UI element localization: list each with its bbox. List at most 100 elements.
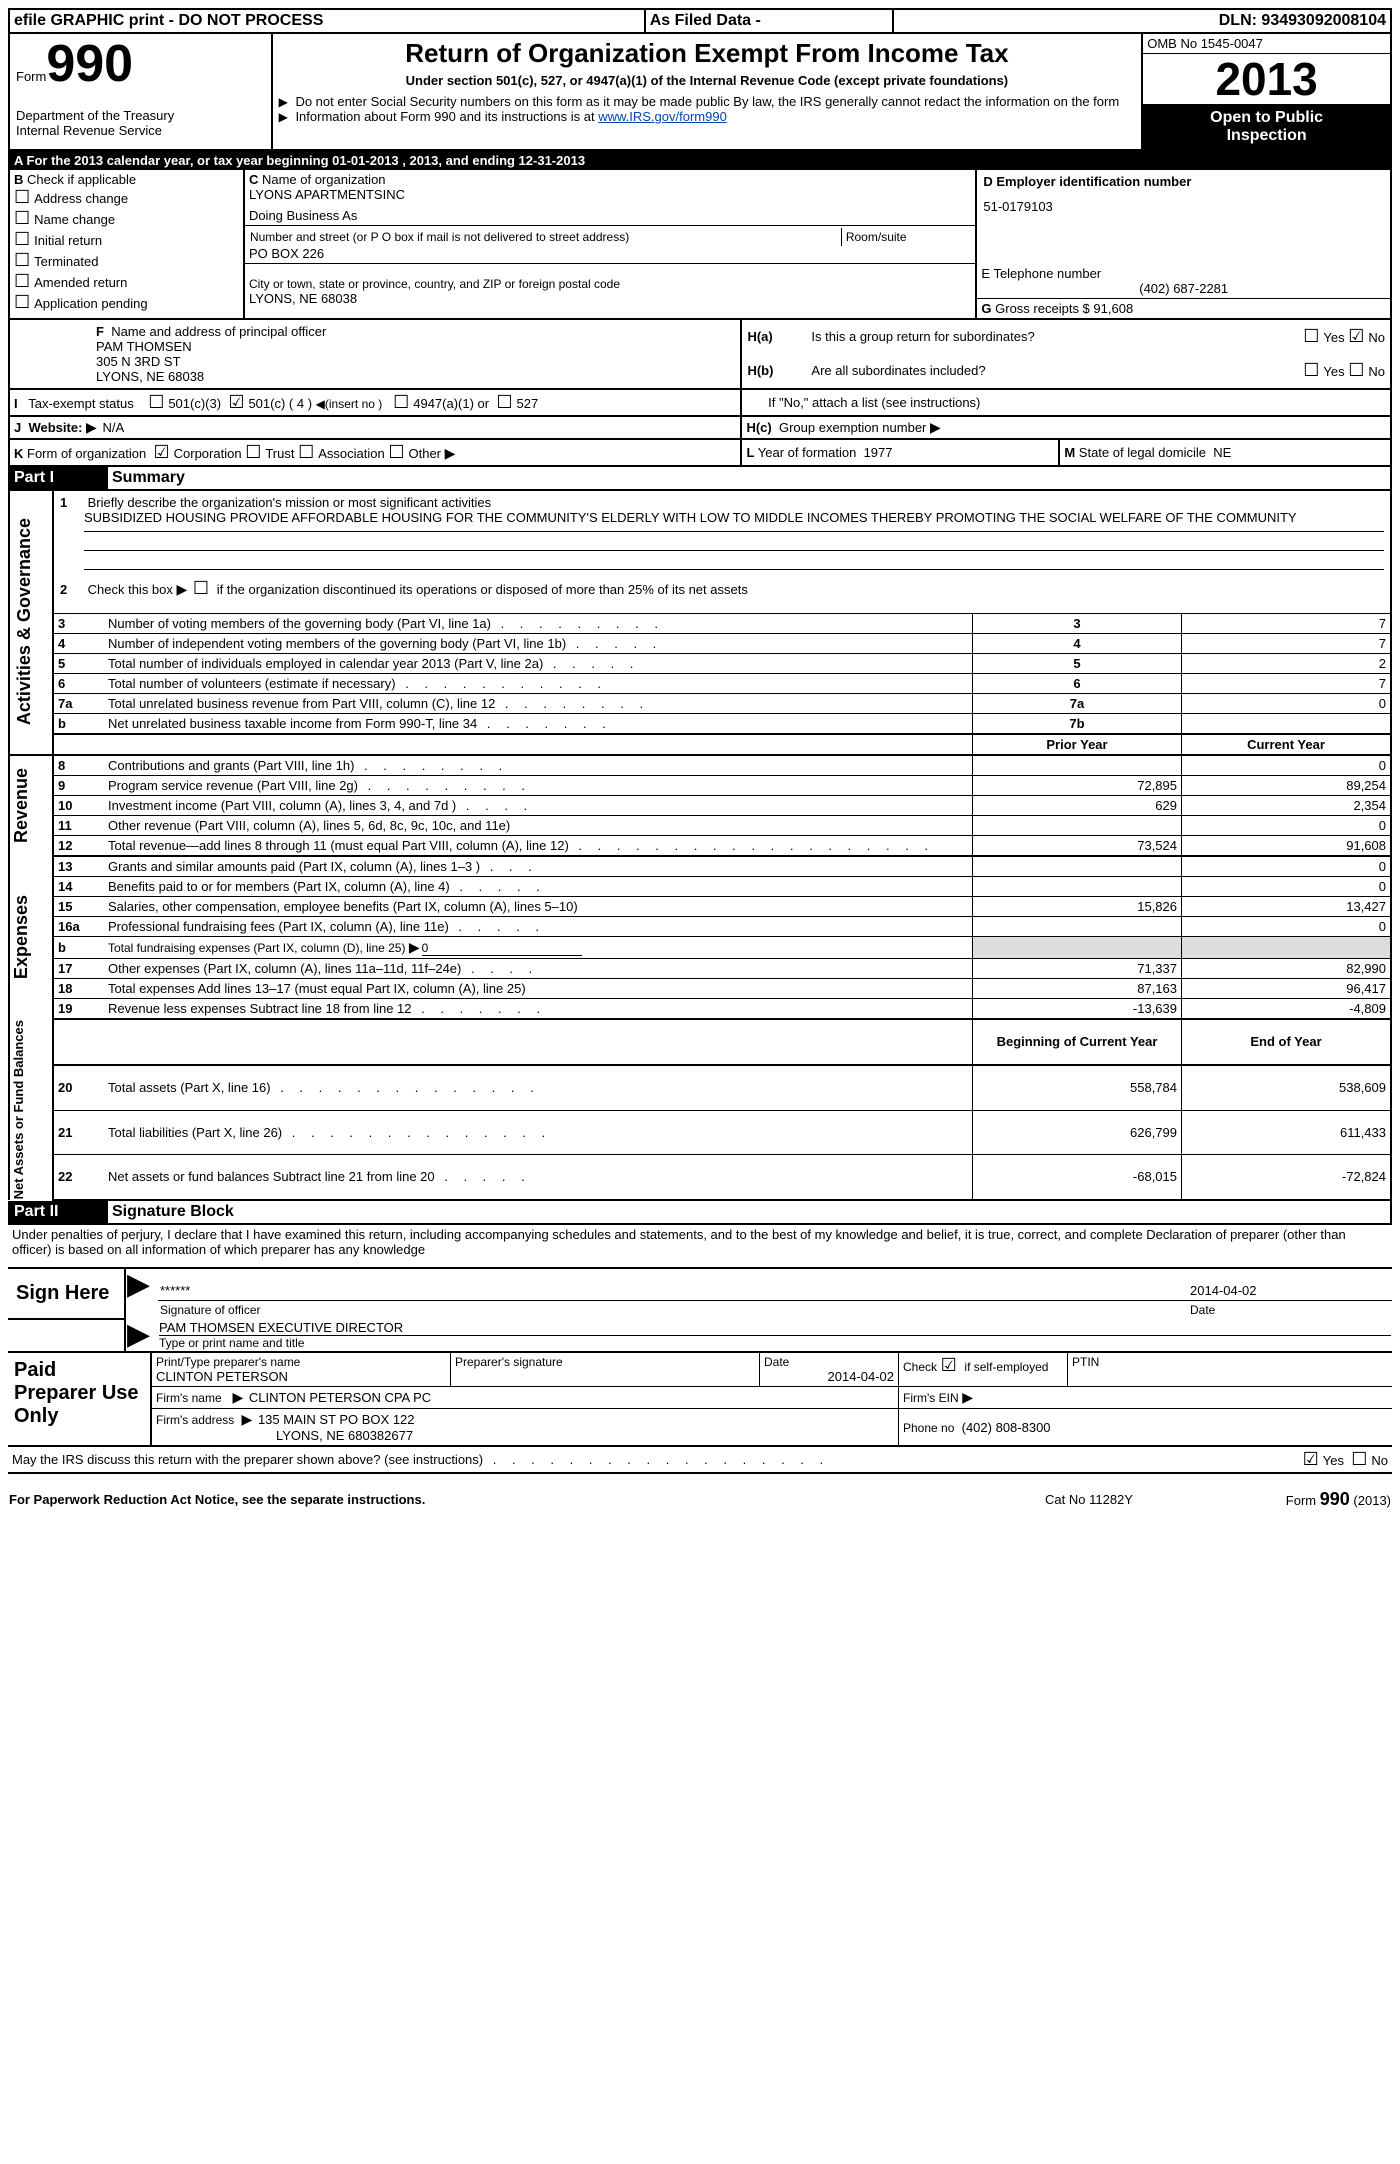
- irs-link[interactable]: www.IRS.gov/form990: [598, 109, 727, 124]
- net-column-headers: Net Assets or Fund Balances Beginning of…: [9, 1019, 1391, 1065]
- ha-text: Is this a group return for subordinates?: [810, 325, 1162, 348]
- k-assoc-checkbox[interactable]: [298, 446, 318, 461]
- hb-yes-checkbox[interactable]: [1303, 364, 1323, 379]
- dept-line2: Internal Revenue Service: [16, 123, 265, 138]
- subtitle1: Under section 501(c), 527, or 4947(a)(1)…: [279, 73, 1136, 88]
- table-row: 7aTotal unrelated business revenue from …: [9, 693, 1391, 713]
- m-value: NE: [1213, 445, 1231, 460]
- table-row: 21Total liabilities (Part X, line 26) . …: [9, 1110, 1391, 1154]
- i-501c-checkbox[interactable]: [228, 396, 248, 411]
- l-value: 1977: [864, 445, 893, 460]
- klm-row: K Form of organization Corporation Trust…: [8, 438, 1392, 467]
- ein-value: 51-0179103: [983, 199, 1384, 214]
- l2-checkbox[interactable]: [193, 582, 213, 597]
- ha-yes-checkbox[interactable]: [1303, 330, 1323, 345]
- part2-title: Signature Block: [108, 1201, 1391, 1224]
- sign-here-label: Sign Here: [8, 1269, 125, 1320]
- arrow-icon: [279, 109, 292, 124]
- omb-label: OMB No: [1147, 36, 1197, 51]
- e-label: E Telephone number: [981, 266, 1386, 281]
- preparer-name-cell: Print/Type preparer's name CLINTON PETER…: [151, 1353, 451, 1387]
- f-text: Name and address of principal officer: [111, 324, 326, 339]
- boy-header: Beginning of Current Year: [973, 1019, 1182, 1065]
- paid-preparer-block: Paid Preparer Use Only Print/Type prepar…: [8, 1353, 1392, 1447]
- paid-preparer-label: Paid Preparer Use Only: [8, 1353, 151, 1446]
- as-filed: As Filed Data -: [645, 9, 894, 33]
- hc-label: H(c): [746, 420, 771, 435]
- arrow-icon: [445, 446, 458, 461]
- m-text: State of legal domicile: [1079, 445, 1206, 460]
- section-a-bar: A For the 2013 calendar year, or tax yea…: [8, 151, 1392, 170]
- checkbox-terminated[interactable]: Terminated: [14, 250, 239, 271]
- section-b: B Check if applicable Address change Nam…: [9, 170, 244, 318]
- footer-right: Form 990 (2013): [1190, 1488, 1392, 1511]
- hb-label: H(b): [746, 359, 810, 382]
- entity-grid: B Check if applicable Address change Nam…: [8, 170, 1392, 318]
- sign-here-block: Sign Here ▶ ****** 2014-04-02 Signature …: [8, 1269, 1392, 1354]
- subtitle2: Do not enter Social Security numbers on …: [295, 94, 1119, 109]
- return-title: Return of Organization Exempt From Incom…: [279, 38, 1136, 69]
- i-501c3-checkbox[interactable]: [148, 396, 168, 411]
- self-employed-checkbox[interactable]: [941, 1359, 961, 1374]
- checkbox-address-change[interactable]: Address change: [14, 187, 239, 208]
- room-label: Room/suite: [841, 228, 971, 246]
- checkbox-initial-return[interactable]: Initial return: [14, 229, 239, 250]
- part1-title: Summary: [108, 467, 1391, 490]
- table-row: 3 Number of voting members of the govern…: [9, 613, 1391, 633]
- efile-notice: efile GRAPHIC print - DO NOT PROCESS: [9, 9, 645, 33]
- table-row: 4Number of independent voting members of…: [9, 633, 1391, 653]
- section-ha: H(a) Is this a group return for subordin…: [741, 319, 1391, 354]
- checkbox-name-change[interactable]: Name change: [14, 208, 239, 229]
- sidebar-expenses: Expenses: [9, 856, 53, 1019]
- k-label: K: [14, 446, 23, 461]
- c-label: C: [249, 172, 258, 187]
- officer-signature: ****** 2014-04-02: [158, 1269, 1392, 1301]
- k-other-checkbox[interactable]: [388, 446, 408, 461]
- sidebar-netassets: Net Assets or Fund Balances: [9, 1019, 53, 1200]
- section-f: F Name and address of principal officer …: [9, 319, 741, 388]
- f-h-grid: F Name and address of principal officer …: [8, 318, 1392, 388]
- hb-no-checkbox[interactable]: [1348, 364, 1368, 379]
- section-hc: H(c) Group exemption number: [741, 416, 1391, 438]
- section-c-city: City or town, state or province, country…: [244, 264, 976, 318]
- ha-no-checkbox[interactable]: [1348, 330, 1368, 345]
- officer-name: PAM THOMSEN: [96, 339, 192, 354]
- line1: 1 Briefly describe the organization's mi…: [53, 491, 1391, 574]
- k-corp-checkbox[interactable]: [153, 446, 173, 461]
- i-4947-checkbox[interactable]: [393, 396, 413, 411]
- part1-body: Activities & Governance 1 Briefly descri…: [8, 491, 1392, 1201]
- k-text: Form of organization: [27, 446, 146, 461]
- table-row: 9Program service revenue (Part VIII, lin…: [9, 775, 1391, 795]
- form-prefix: Form: [16, 69, 46, 84]
- self-employed-cell: Check if self-employed: [899, 1353, 1068, 1387]
- omb-number: 1545-0047: [1201, 36, 1263, 51]
- form-number: 990: [46, 35, 133, 93]
- table-row: 12Total revenue—add lines 8 through 11 (…: [9, 835, 1391, 856]
- checkbox-pending[interactable]: Application pending: [14, 292, 239, 313]
- website-value: N/A: [102, 420, 124, 435]
- perjury-declaration: Under penalties of perjury, I declare th…: [8, 1225, 1392, 1259]
- checkbox-amended[interactable]: Amended return: [14, 271, 239, 292]
- i-527-checkbox[interactable]: [496, 396, 516, 411]
- discuss-yes-checkbox[interactable]: [1303, 1453, 1323, 1468]
- officer-name-title: PAM THOMSEN EXECUTIVE DIRECTOR Type or p…: [158, 1319, 1392, 1352]
- eoy-header: End of Year: [1182, 1019, 1392, 1065]
- discuss-no-checkbox[interactable]: [1351, 1453, 1371, 1468]
- f-label: F: [96, 324, 104, 339]
- section-c-address: Number and street (or P O box if mail is…: [244, 226, 976, 264]
- sig-sublabels: Signature of officer Date: [158, 1301, 1392, 1320]
- section-e: E Telephone number (402) 687-2281: [976, 264, 1391, 299]
- table-row: 10Investment income (Part VIII, column (…: [9, 795, 1391, 815]
- j-row: J Website: N/A H(c) Group exemption numb…: [8, 415, 1392, 438]
- discuss-text: May the IRS discuss this return with the…: [8, 1447, 1204, 1473]
- sidebar-revenue: Revenue: [9, 755, 53, 856]
- title-cell: Return of Organization Exempt From Incom…: [272, 34, 1143, 150]
- k-trust-checkbox[interactable]: [245, 446, 265, 461]
- sidebar-activities: Activities & Governance: [9, 491, 53, 755]
- section-d: D Employer identification number 51-0179…: [976, 170, 1391, 264]
- mission-text: SUBSIDIZED HOUSING PROVIDE AFFORDABLE HO…: [84, 510, 1297, 525]
- l1-num: 1: [60, 495, 84, 510]
- table-row: 22Net assets or fund balances Subtract l…: [9, 1155, 1391, 1200]
- org-name: LYONS APARTMENTSINC: [249, 187, 405, 202]
- dln-cell: DLN: 93493092008104: [893, 9, 1391, 33]
